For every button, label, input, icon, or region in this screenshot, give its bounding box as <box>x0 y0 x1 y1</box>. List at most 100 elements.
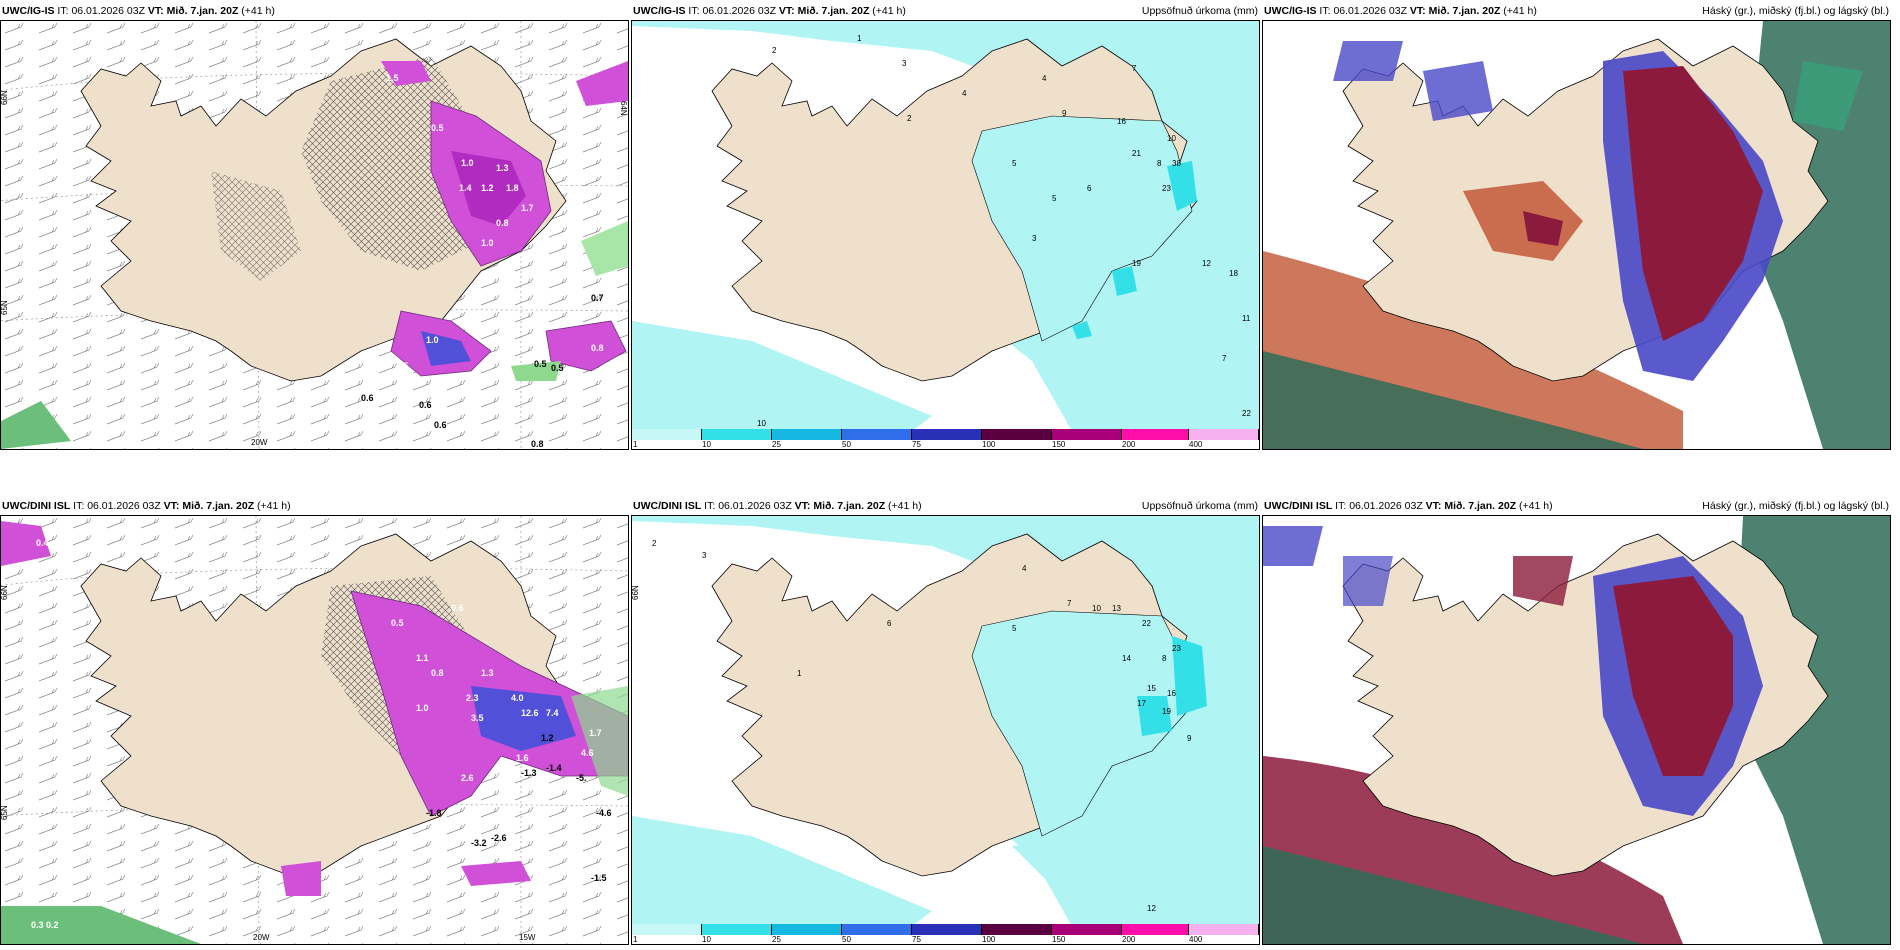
map-cloud-cover[interactable] <box>1262 515 1891 945</box>
it-label: IT: <box>57 5 69 17</box>
vt-label: VT: <box>1409 5 1426 17</box>
map-value: 2 <box>907 114 912 123</box>
vt-label: VT: <box>147 5 164 17</box>
map-value: 21 <box>1132 149 1141 158</box>
colorbar-cell <box>842 924 912 935</box>
model-name: UWC/DINI ISL <box>2 500 71 512</box>
map-value: 3 <box>1032 234 1037 243</box>
map-value: 0.6 <box>361 393 374 403</box>
map-value: 2 <box>652 539 657 548</box>
map-value: 8 <box>1162 654 1167 663</box>
map-value: 8 <box>1157 159 1162 168</box>
colorbar-tick: 100 <box>982 440 996 449</box>
map-value: 1.2 <box>481 183 494 193</box>
vt-value: Mið. 7.jan. 20Z <box>182 500 255 512</box>
map-graphic: 1.5 0.5 1.0 1.3 1.2 1.4 1.8 1.7 0.8 1.0 … <box>1 21 628 449</box>
colorbar-tick: 100 <box>982 935 996 944</box>
vt-value: Mið. 7.jan. 20Z <box>1428 5 1501 17</box>
colorbar-tick: 25 <box>772 935 781 944</box>
map-value: 3.5 <box>471 713 484 723</box>
map-title: Háský (gr.), miðský (fj.bl.) og lágský (… <box>1702 500 1889 512</box>
map-value: 10 <box>1092 604 1101 613</box>
colorbar-tick: 150 <box>1052 440 1066 449</box>
map-value: 1.1 <box>416 653 429 663</box>
colorbar-cell <box>772 924 842 935</box>
map-value: 0.8 <box>531 439 544 449</box>
panel-bottom-middle: UWC/DINI ISL IT: 06.01.2026 03Z VT: Mið.… <box>631 497 1260 945</box>
map-value: 0.6 <box>434 420 447 430</box>
it-label: IT: <box>704 500 716 512</box>
map-value: 0.4 <box>546 268 559 278</box>
colorbar-tick: 75 <box>912 935 921 944</box>
vt-label: VT: <box>163 500 180 512</box>
map-wind-rain[interactable]: 1.5 0.5 1.0 1.3 1.2 1.4 1.8 1.7 0.8 1.0 … <box>0 20 629 450</box>
colorbar-cell <box>1052 429 1122 440</box>
colorbar-cell <box>632 924 702 935</box>
map-graphic: 2 1 3 2 4 5 9 7 8 16 10 21 38 23 18 19 2… <box>632 21 1259 431</box>
map-value: 22 <box>1142 619 1151 628</box>
map-value: 13 <box>1112 604 1121 613</box>
panel-top-left: UWC/IG-IS IT: 06.01.2026 03Z VT: Mið. 7.… <box>0 2 629 450</box>
map-value: 19 <box>1132 259 1141 268</box>
it-value: 06.01.2026 03Z <box>1349 500 1423 512</box>
map-value: 12 <box>1147 904 1156 913</box>
map-value: 0.6 <box>451 603 464 613</box>
panel-bottom-left: UWC/DINI ISL IT: 06.01.2026 03Z VT: Mið.… <box>0 497 629 945</box>
colorbar-tick: 10 <box>702 440 711 449</box>
map-value: 23 <box>1162 184 1171 193</box>
map-value: 0.5 <box>534 359 547 369</box>
map-graphic <box>1263 516 1890 944</box>
colorbar: 1 10 25 50 75 100 150 200 400 <box>632 429 1259 449</box>
map-value: 1 <box>857 34 862 43</box>
map-precip-accum[interactable]: 2 3 1 4 6 5 7 10 13 22 23 14 15 17 16 19… <box>631 515 1260 945</box>
grid-label: 66N <box>1 90 9 105</box>
model-name: UWC/DINI ISL <box>1264 500 1333 512</box>
map-value: 0.5 <box>391 618 404 628</box>
colorbar-cell <box>982 429 1052 440</box>
map-value: 1.0 <box>426 335 439 345</box>
colorbar-cell <box>912 429 982 440</box>
lead-time: (+41 h) <box>888 500 922 512</box>
panel-top-middle: UWC/IG-IS IT: 06.01.2026 03Z VT: Mið. 7.… <box>631 2 1260 450</box>
model-name: UWC/IG-IS <box>2 5 55 17</box>
panel-header: UWC/IG-IS IT: 06.01.2026 03Z VT: Mið. 7.… <box>0 2 629 20</box>
colorbar-tick: 50 <box>842 935 851 944</box>
map-precip-accum[interactable]: 2 1 3 2 4 5 9 7 8 16 10 21 38 23 18 19 2… <box>631 20 1260 450</box>
map-value: 9 <box>1187 734 1192 743</box>
it-label: IT: <box>1319 5 1331 17</box>
map-value: 15 <box>1147 684 1156 693</box>
vt-value: Mið. 7.jan. 20Z <box>1444 500 1517 512</box>
map-value: 1.7 <box>521 203 534 213</box>
colorbar-cell <box>702 924 772 935</box>
map-value: 22 <box>1242 409 1251 418</box>
map-value: 10 <box>757 419 766 428</box>
map-value: 0.8 <box>496 218 509 228</box>
map-value: 7.4 <box>546 708 559 718</box>
colorbar-tick: 50 <box>842 440 851 449</box>
colorbar-tick: 200 <box>1122 935 1136 944</box>
map-value: 4 <box>1022 564 1027 573</box>
panel-header: UWC/IG-IS IT: 06.01.2026 03Z VT: Mið. 7.… <box>1262 2 1891 20</box>
colorbar-cell <box>842 429 912 440</box>
it-value: 06.01.2026 03Z <box>71 5 145 17</box>
map-cloud-cover[interactable] <box>1262 20 1891 450</box>
map-value: 1.6 <box>516 753 529 763</box>
map-value: 2.6 <box>461 773 474 783</box>
vt-label: VT: <box>794 500 811 512</box>
map-wind-rain[interactable]: 0.4 0.6 0.5 1.1 0.8 1.3 1.0 2.3 3.5 4.0 … <box>0 515 629 945</box>
map-value: 4 <box>1042 74 1047 83</box>
panel-header: UWC/IG-IS IT: 06.01.2026 03Z VT: Mið. 7.… <box>631 2 1260 20</box>
map-value: 0.3 <box>31 920 44 930</box>
lead-time: (+41 h) <box>1519 500 1553 512</box>
grid-label: 20W <box>253 933 270 942</box>
map-value: 23 <box>1172 644 1181 653</box>
map-value: 1.0 <box>416 703 429 713</box>
map-value: 4.8 <box>496 773 509 783</box>
it-value: 06.01.2026 03Z <box>87 500 161 512</box>
it-value: 06.01.2026 03Z <box>718 500 792 512</box>
map-value: -3.2 <box>471 838 487 848</box>
map-value: 2 <box>772 46 777 55</box>
map-value: 0.8 <box>591 343 604 353</box>
map-value: -1.5 <box>591 873 607 883</box>
map-value: 38 <box>1172 159 1181 168</box>
